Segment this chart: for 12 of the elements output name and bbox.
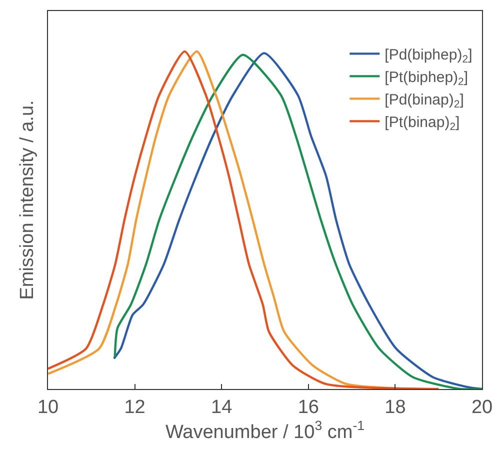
legend-label: [Pd(binap)$_{2}$]	[384, 92, 464, 111]
x-tick-label: 10	[37, 396, 59, 418]
legend-label: [Pt(biphep)$_{2}$]	[384, 69, 468, 88]
x-tick-label: 16	[298, 396, 319, 418]
x-axis-title: Wavenumber / 10$^{3}$ cm$^{-1}$	[165, 418, 365, 443]
x-tick-label: 20	[471, 396, 493, 418]
legend-label: [Pt(binap)$_{2}$]	[384, 114, 460, 134]
y-axis-title: Emission intensity / a.u.	[16, 100, 38, 300]
x-tick-label: 18	[384, 396, 406, 418]
x-tick-label: 12	[124, 396, 146, 418]
x-tick-label: 14	[211, 396, 233, 418]
legend-label: [Pd(biphep)$_{2}$]	[384, 46, 472, 66]
